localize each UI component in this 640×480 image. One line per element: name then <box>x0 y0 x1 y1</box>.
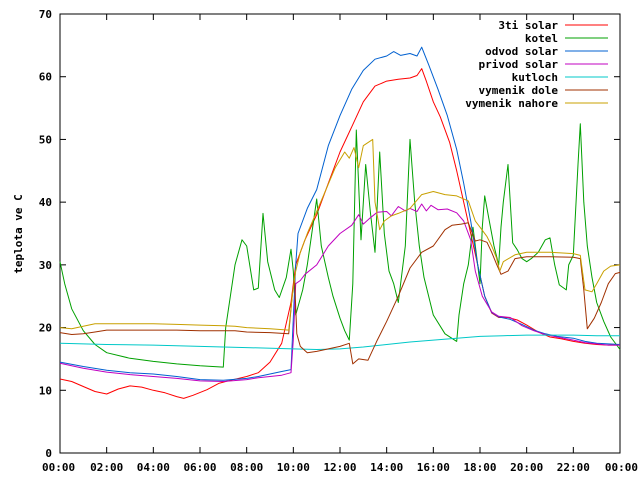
x-tick-label: 00:00 <box>605 461 638 474</box>
x-tick-label: 14:00 <box>370 461 403 474</box>
x-tick-label: 20:00 <box>510 461 543 474</box>
legend-label: 3ti solar <box>498 19 558 32</box>
x-axis-ticks: 00:00 02:00 04:00 06:00 08:00 10:00 12:00 14:00… <box>42 14 638 474</box>
legend-label: kutloch <box>512 71 558 84</box>
series-layer <box>59 46 621 399</box>
series-line-privod-solar <box>59 203 620 382</box>
y-tick-label: 30 <box>39 259 52 272</box>
x-tick-label: 00:00 <box>42 461 75 474</box>
series-line-vymenik-dole <box>59 222 621 365</box>
legend-label: vymenik dole <box>479 84 559 97</box>
series-line-vymenik-nahore <box>59 138 621 331</box>
legend-label: kotel <box>525 32 558 45</box>
x-tick-label: 08:00 <box>230 461 263 474</box>
y-tick-label: 60 <box>39 71 52 84</box>
series-line-odvod-solar <box>59 46 621 381</box>
x-tick-label: 22:00 <box>557 461 590 474</box>
x-tick-label: 16:00 <box>417 461 450 474</box>
x-tick-label: 10:00 <box>277 461 310 474</box>
legend-label: vymenik nahore <box>465 97 558 110</box>
y-tick-label: 50 <box>39 133 52 146</box>
y-tick-label: 0 <box>45 447 52 460</box>
series-line-3ti-solar <box>59 68 620 399</box>
legend-label: odvod solar <box>485 45 558 58</box>
y-tick-label: 40 <box>39 196 52 209</box>
legend-label: privod solar <box>479 58 559 71</box>
series-line-kutloch <box>59 334 620 350</box>
x-tick-label: 18:00 <box>463 461 496 474</box>
x-tick-label: 04:00 <box>137 461 170 474</box>
x-tick-label: 06:00 <box>183 461 216 474</box>
y-tick-label: 10 <box>39 384 52 397</box>
x-tick-label: 12:00 <box>323 461 356 474</box>
y-tick-label: 70 <box>39 8 52 21</box>
x-tick-label: 02:00 <box>90 461 123 474</box>
y-tick-label: 20 <box>39 322 52 335</box>
y-axis-label: teplota ve C <box>12 194 25 273</box>
series-line-kotel <box>59 123 621 368</box>
